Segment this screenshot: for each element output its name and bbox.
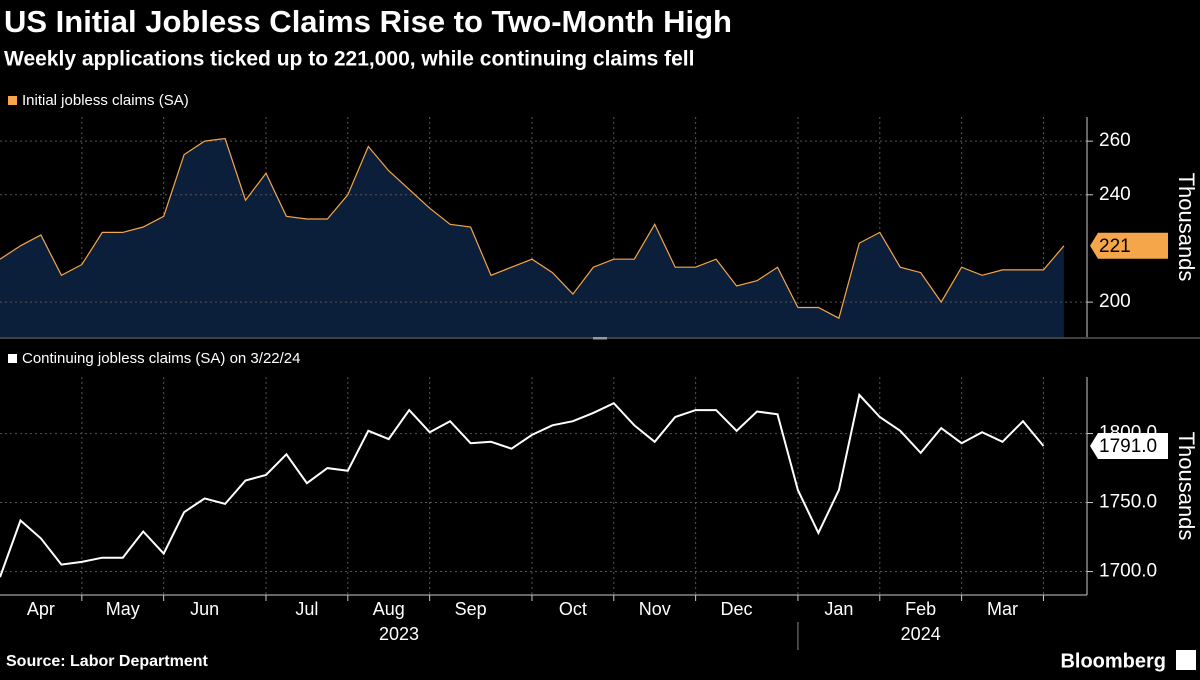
line xyxy=(0,137,1065,320)
y-axis-title: Thousands xyxy=(1174,432,1199,541)
legend-label: Continuing jobless claims (SA) on 3/22/2… xyxy=(22,350,300,367)
legend-swatch xyxy=(8,354,17,363)
x-tick-label: Jun xyxy=(190,599,219,619)
value-tag-label: 1791.0 xyxy=(1099,436,1157,457)
y-tick-label: 1750.0 xyxy=(1099,492,1157,513)
value-tag xyxy=(1090,432,1168,459)
x-tick-label: May xyxy=(106,599,140,619)
x-tick-label: Jul xyxy=(295,599,318,619)
legend-label: Initial jobless claims (SA) xyxy=(22,92,189,109)
y-tick-label: 260 xyxy=(1099,130,1131,151)
x-tick-label: Dec xyxy=(721,599,753,619)
x-tick-label: Mar xyxy=(987,599,1018,619)
y-axis-title: Thousands xyxy=(1174,173,1199,282)
brand-icon xyxy=(1176,650,1196,670)
year-label: 2023 xyxy=(379,624,419,644)
chart-title: US Initial Jobless Claims Rise to Two-Mo… xyxy=(4,4,732,39)
x-tick-label: Feb xyxy=(905,599,936,619)
source: Source: Labor Department xyxy=(6,653,208,670)
y-tick-label: 1700.0 xyxy=(1099,561,1157,582)
year-label: 2024 xyxy=(901,624,941,644)
x-tick-label: Apr xyxy=(27,599,55,619)
x-tick-label: Oct xyxy=(559,599,587,619)
legend-swatch xyxy=(8,96,17,105)
y-tick-label: 240 xyxy=(1099,184,1131,205)
x-tick-label: Jan xyxy=(824,599,853,619)
chart-subtitle: Weekly applications ticked up to 221,000… xyxy=(4,48,694,71)
y-tick-label: 200 xyxy=(1099,291,1131,312)
x-tick-label: Nov xyxy=(639,599,671,619)
line xyxy=(0,392,1045,578)
x-tick-label: Sep xyxy=(455,599,487,619)
x-tick-label: Aug xyxy=(373,599,405,619)
area xyxy=(0,138,1064,337)
value-tag-label: 221 xyxy=(1099,236,1131,257)
value-tag xyxy=(1090,232,1168,259)
brand: Bloomberg xyxy=(1060,650,1166,672)
